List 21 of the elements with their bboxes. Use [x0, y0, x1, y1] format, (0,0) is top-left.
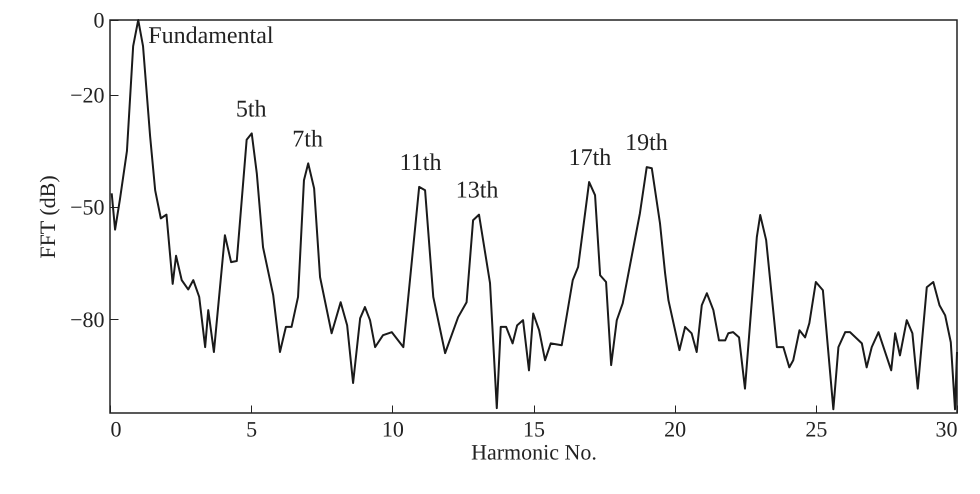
y-tick-label: −80: [70, 306, 104, 332]
y-tick-label: −20: [70, 82, 104, 108]
x-tick-label: 0: [110, 416, 122, 442]
annotation: 19th: [625, 130, 668, 156]
annotation: 5th: [236, 96, 267, 122]
x-tick-label: 30: [936, 416, 958, 442]
x-tick-label: 10: [382, 416, 404, 442]
x-tick-label: 25: [805, 416, 828, 442]
annotation: Fundamental: [148, 23, 274, 49]
y-tick-label: 0: [94, 8, 104, 32]
annotation: 11th: [400, 150, 442, 176]
annotation: 17th: [568, 145, 612, 172]
y-tick-label: −50: [70, 194, 104, 220]
x-axis-title: Harmonic No.: [471, 440, 597, 464]
annotation: 13th: [456, 178, 498, 204]
line-series: [110, 19, 958, 410]
y-axis-title: FFT (dB): [35, 175, 60, 259]
x-tick-label: 20: [664, 416, 686, 442]
annotation: 7th: [292, 126, 323, 152]
x-tick-label: 5: [246, 416, 258, 442]
x-tick-label: 15: [523, 416, 545, 442]
